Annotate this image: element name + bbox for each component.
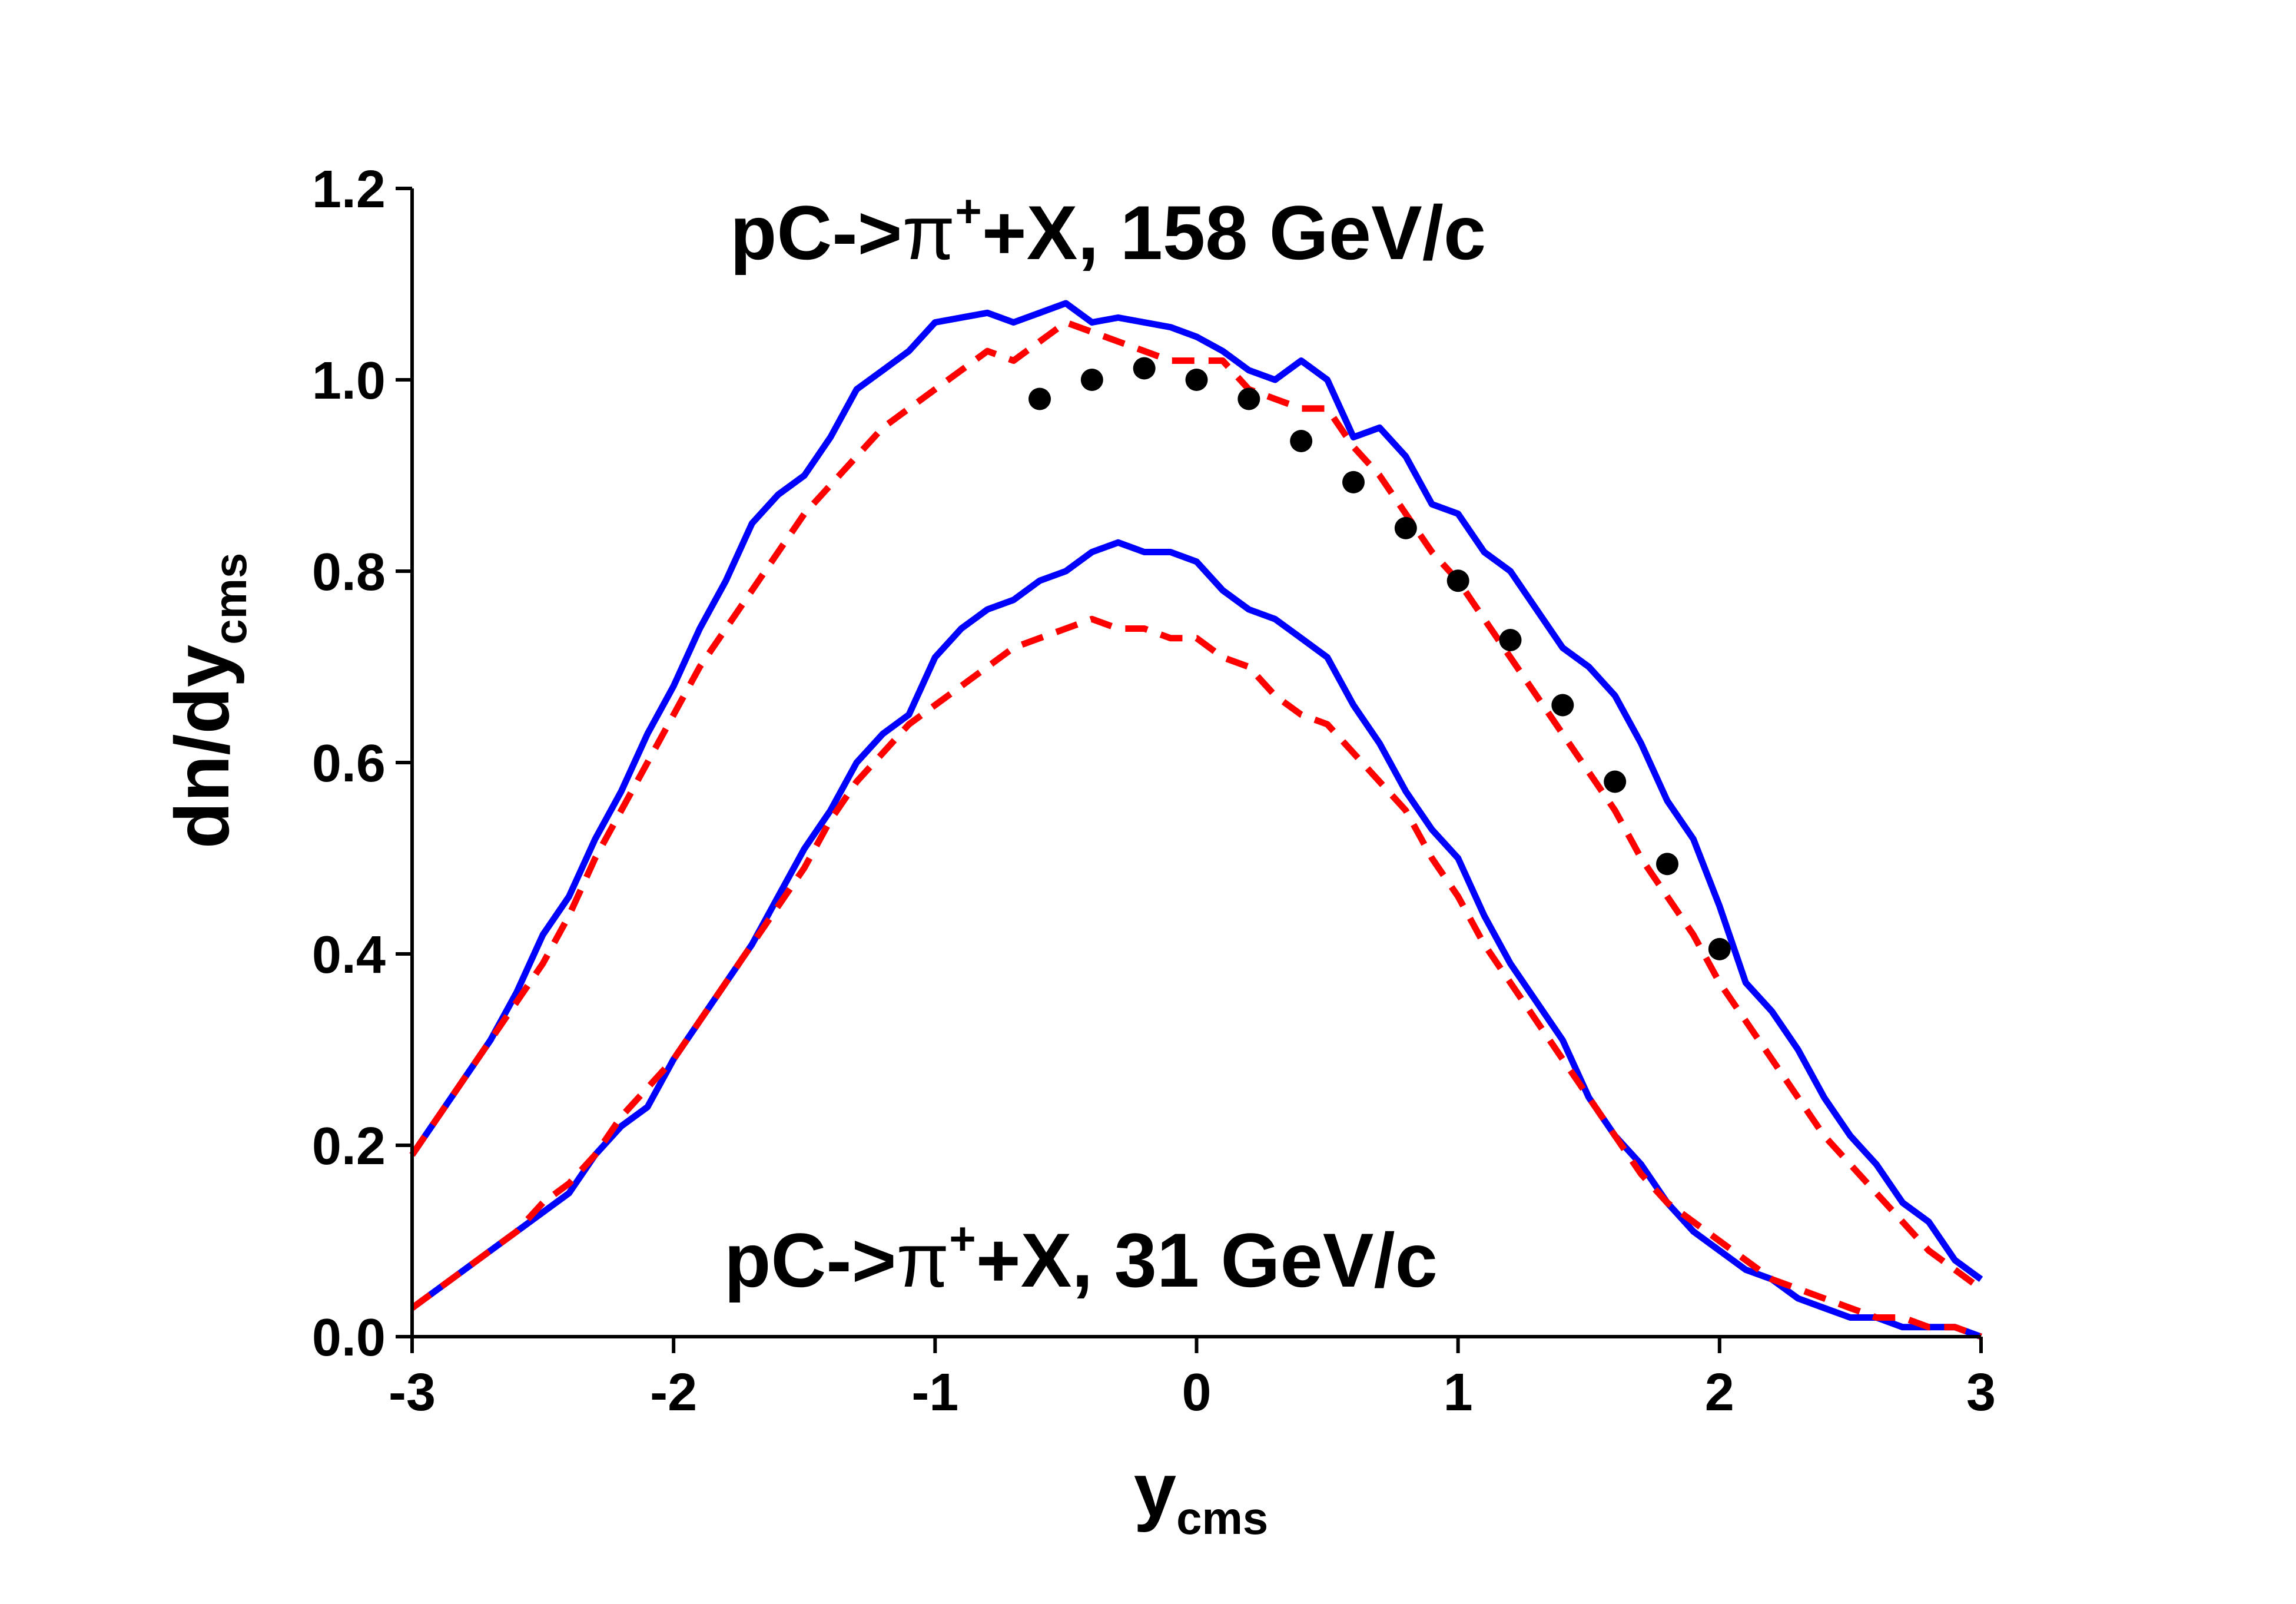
y-axis-title: dn/dycms [159, 553, 256, 849]
data-point [1342, 470, 1365, 493]
data-point [1185, 369, 1208, 391]
series-layer [409, 300, 1983, 1340]
annotation-31-prefix: pC-> [724, 1217, 897, 1303]
x-tick-label: -3 [389, 1363, 436, 1422]
y-tick-label: 0.2 [312, 1117, 386, 1176]
annotation-158: pC->π++X, 158 GeV/c [730, 185, 1486, 276]
data-point [1237, 387, 1260, 410]
x-tick-label: -2 [650, 1363, 697, 1422]
y-tick-label: 0.6 [312, 734, 386, 793]
y-tick-label: 1.0 [312, 352, 386, 410]
x-tick-label: 1 [1444, 1363, 1473, 1422]
data-point [1604, 770, 1627, 793]
annotation-158-suffix: +X, 158 GeV/c [982, 190, 1486, 276]
svg-text:dn/dycms: dn/dycms [159, 553, 256, 849]
y-tick-label: 0.4 [312, 926, 386, 985]
series-line-0 [409, 300, 1983, 1282]
annotation-31-symbol: π [897, 1217, 950, 1303]
x-tick-label: 2 [1705, 1363, 1734, 1422]
data-point [1133, 357, 1156, 380]
x-tick-label: -1 [911, 1363, 958, 1422]
y-axis-title-sub: cms [204, 553, 256, 645]
y-tick-label: 1.2 [312, 160, 386, 219]
series-line-3 [410, 615, 1982, 1340]
annotation-158-symbol: π [903, 190, 955, 276]
y-tick-label: 0.8 [312, 543, 386, 602]
series-line-1 [409, 319, 1983, 1292]
data-point [1446, 569, 1469, 592]
y-axis-title-main: dn/dy [159, 645, 245, 849]
y-tick-label: 0.0 [312, 1308, 386, 1367]
annotation-158-prefix: pC-> [730, 190, 903, 276]
data-point [1394, 516, 1417, 539]
data-point [1290, 430, 1313, 452]
data-point [1028, 387, 1051, 410]
annotation-31-sup: + [949, 1212, 976, 1264]
data-point [1499, 629, 1522, 651]
data-point [1708, 937, 1731, 960]
x-axis-title-main: y [1134, 1447, 1176, 1533]
annotation-158-sup: + [955, 185, 982, 237]
data-point [1551, 694, 1574, 717]
x-axis-title: ycms [1134, 1447, 1268, 1544]
data-point [1080, 369, 1103, 391]
ticks-layer: -3 -2 -1 0 1 2 3 0.0 0.2 0.4 0.6 0.8 1.0 1.2 [312, 160, 1996, 1422]
annotation-31: pC->π++X, 31 GeV/c [724, 1212, 1438, 1303]
x-tick-label: 3 [1966, 1363, 1996, 1422]
annotation-31-suffix: +X, 31 GeV/c [976, 1217, 1438, 1303]
data-point [1656, 853, 1678, 876]
series-line-2 [410, 539, 1982, 1340]
x-tick-label: 0 [1182, 1363, 1211, 1422]
x-axis-title-sub: cms [1176, 1492, 1268, 1544]
